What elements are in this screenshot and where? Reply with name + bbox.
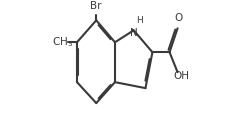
Text: N: N [130, 28, 138, 38]
Text: Br: Br [91, 1, 102, 11]
Text: H: H [136, 16, 142, 25]
Text: OH: OH [174, 71, 190, 81]
Text: CH$_3$: CH$_3$ [52, 35, 73, 49]
Text: O: O [174, 13, 182, 23]
